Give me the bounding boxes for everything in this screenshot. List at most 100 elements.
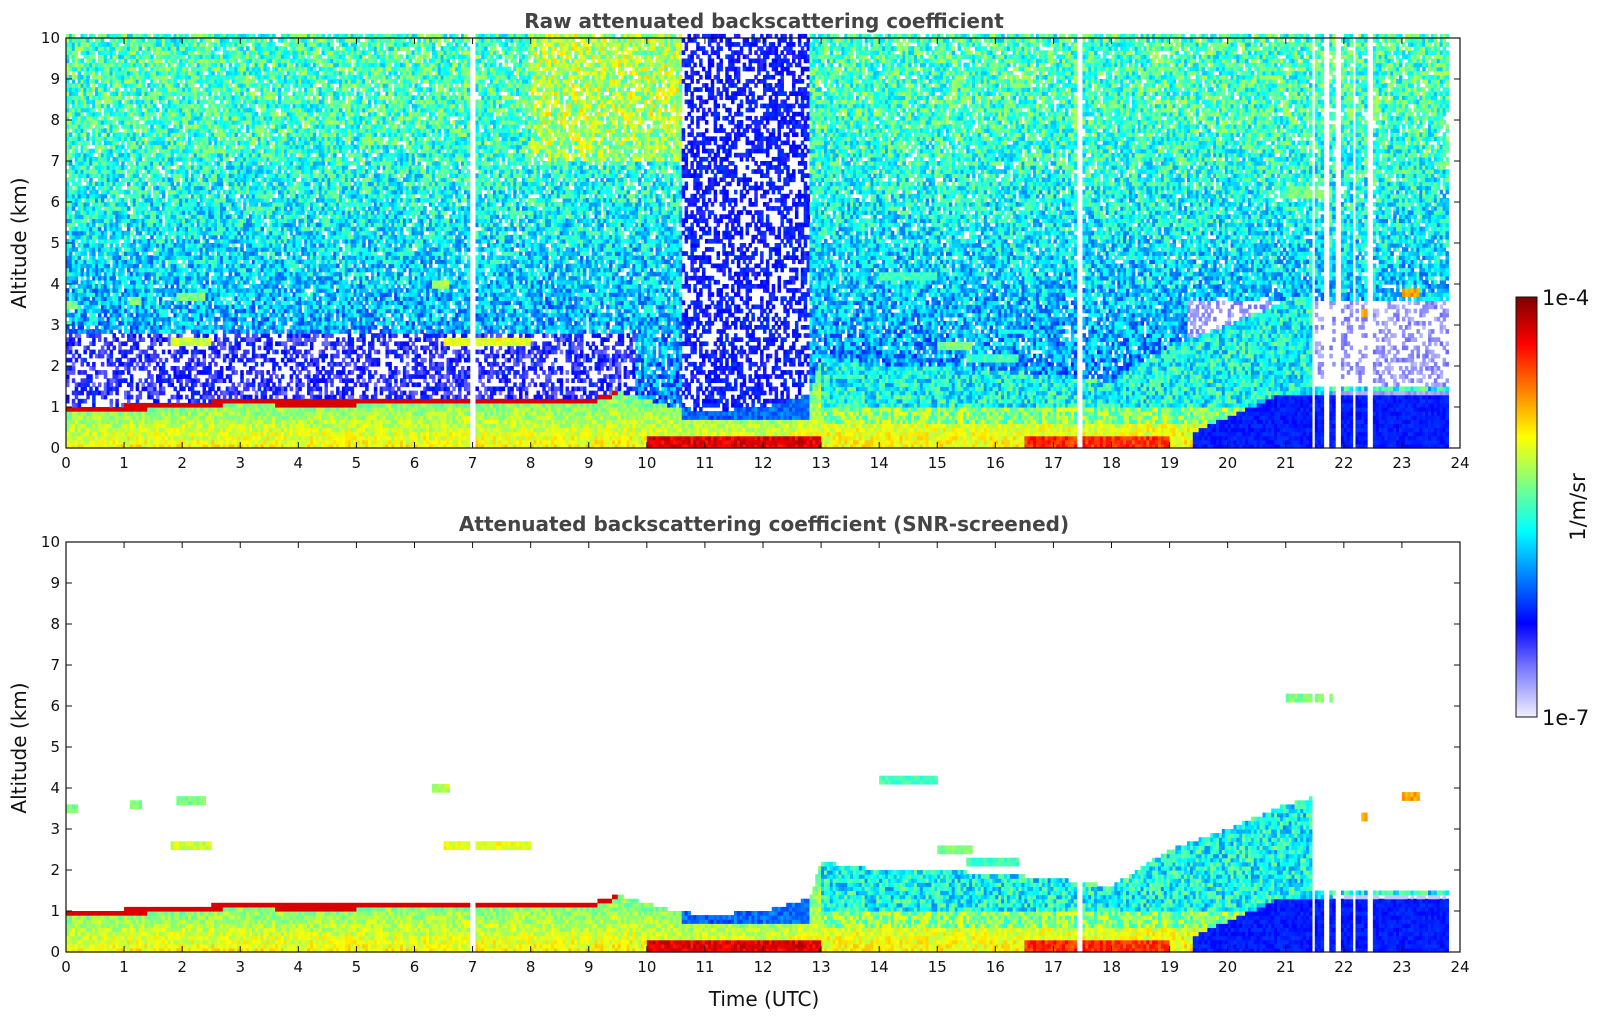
heatmap-cell [81, 268, 85, 273]
heatmap-cell [81, 325, 85, 330]
heatmap-cell [86, 296, 90, 301]
heatmap-cell [95, 305, 99, 310]
heatmap-cell [86, 276, 90, 281]
heatmap-cell [81, 362, 85, 367]
heatmap-cell [92, 350, 96, 355]
heatmap-cell [83, 251, 87, 256]
heatmap-cell [92, 313, 96, 318]
heatmap-cell [83, 145, 87, 150]
heatmap-cell [86, 83, 90, 88]
heatmap-cell [72, 337, 76, 342]
heatmap-cell [92, 223, 96, 228]
heatmap-cell [89, 91, 93, 96]
heatmap-cell [72, 370, 76, 375]
heatmap-cell [81, 112, 85, 117]
heatmap-cell [92, 186, 96, 191]
raw-panel-title: Raw attenuated backscattering coefficien… [524, 9, 1004, 33]
heatmap-cell [86, 75, 90, 80]
heatmap-cell [72, 243, 76, 248]
heatmap-cell [92, 239, 96, 244]
heatmap-cell [75, 50, 79, 55]
heatmap-cell [86, 104, 90, 109]
heatmap-cell [72, 177, 76, 182]
heatmap-cell [92, 59, 96, 64]
heatmap-cell [75, 358, 79, 363]
heatmap-cell [83, 358, 87, 363]
heatmap-cell [69, 350, 73, 355]
heatmap-cell [86, 395, 90, 400]
heatmap-cell [72, 325, 76, 330]
heatmap-cell [81, 276, 85, 281]
heatmap-cell [92, 54, 96, 59]
heatmap-cell [92, 395, 96, 400]
heatmap-cell [72, 399, 76, 404]
heatmap-cell [78, 177, 82, 182]
heatmap-cell [86, 325, 90, 330]
heatmap-cell [92, 403, 96, 408]
heatmap-cell [83, 313, 87, 318]
heatmap-cell [89, 378, 93, 383]
heatmap-cell [83, 128, 87, 133]
heatmap-cell [83, 255, 87, 260]
heatmap-cell [86, 132, 90, 137]
heatmap-cell [92, 280, 96, 285]
heatmap-cell [83, 399, 87, 404]
heatmap-cell [78, 337, 82, 342]
heatmap-cell [78, 198, 82, 203]
heatmap-cell [72, 366, 76, 371]
heatmap-cell [75, 350, 79, 355]
heatmap-cell [92, 399, 96, 404]
heatmap-cell [89, 124, 93, 129]
heatmap-cell [81, 59, 85, 64]
heatmap-cell [72, 79, 76, 84]
heatmap-cell [86, 141, 90, 146]
heatmap-cell [78, 333, 82, 338]
heatmap-cell [89, 153, 93, 158]
heatmap-cell [69, 210, 73, 215]
heatmap-cell [69, 333, 73, 338]
heatmap-cell [83, 177, 87, 182]
heatmap-cell [92, 50, 96, 55]
heatmap-cell [75, 387, 79, 392]
heatmap-cell [72, 378, 76, 383]
heatmap-cell [78, 354, 82, 359]
heatmap-cell [83, 190, 87, 195]
heatmap-cell [92, 382, 96, 387]
heatmap-cell [78, 182, 82, 187]
heatmap-cell [81, 391, 85, 396]
heatmap-cell [83, 370, 87, 375]
heatmap-cell [92, 366, 96, 371]
heatmap-cell [89, 38, 93, 43]
heatmap-cell [75, 276, 79, 281]
heatmap-cell [75, 54, 79, 59]
heatmap-cell [75, 280, 79, 285]
heatmap-cell [78, 305, 82, 310]
heatmap-cell [69, 358, 73, 363]
heatmap-cell [69, 186, 73, 191]
heatmap-cell [75, 145, 79, 150]
heatmap-cell [75, 149, 79, 154]
heatmap-cell [92, 83, 96, 88]
heatmap-cell [89, 354, 93, 359]
heatmap-cell [72, 71, 76, 76]
heatmap-cell [83, 218, 87, 223]
heatmap-cell [69, 161, 73, 166]
heatmap-cell [69, 132, 73, 137]
heatmap-cell [78, 403, 82, 408]
heatmap-cell [69, 346, 73, 351]
heatmap-cell [86, 382, 90, 387]
heatmap-cell [72, 354, 76, 359]
heatmap-cell [95, 374, 99, 379]
heatmap-cell [83, 350, 87, 355]
heatmap-cell [69, 251, 73, 256]
heatmap-cell [86, 346, 90, 351]
heatmap-cell [89, 374, 93, 379]
heatmap-cell [75, 91, 79, 96]
raw-backscatter-panel: Raw attenuated backscattering coefficien… [7, 9, 1470, 472]
heatmap-cell [86, 362, 90, 367]
heatmap-cell [92, 341, 96, 346]
heatmap-cell [83, 387, 87, 392]
heatmap-cell [92, 255, 96, 260]
heatmap-cell [75, 239, 79, 244]
heatmap-cell [75, 247, 79, 252]
